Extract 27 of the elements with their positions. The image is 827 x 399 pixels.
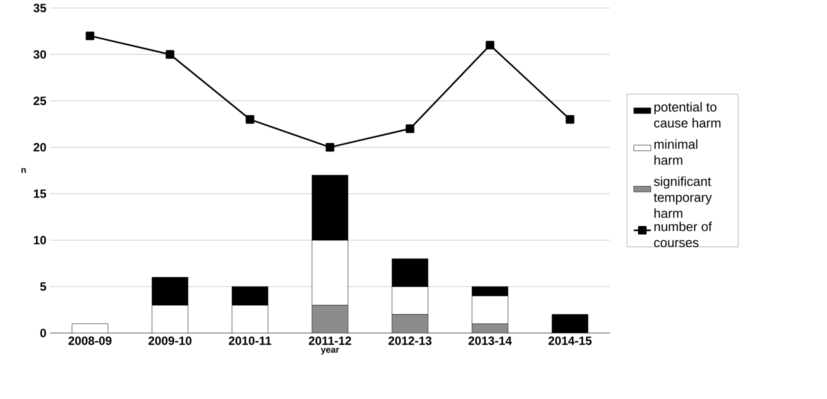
- y-tick-label: 10: [34, 236, 46, 244]
- point: [486, 40, 494, 50]
- y-tick-label: 15: [34, 190, 46, 198]
- x-tick-label: 2008-09: [68, 336, 112, 345]
- y-tick-label: 25: [34, 96, 46, 106]
- point: [406, 124, 414, 133]
- x-tick-label: 2009-10: [148, 336, 192, 345]
- point: [566, 115, 574, 124]
- y-tick-label: 35: [33, 4, 46, 12]
- point: [326, 142, 334, 152]
- x-tick-label: 2010-11: [228, 336, 272, 345]
- legend-label: number of courses: [654, 222, 712, 248]
- y-tick-label: 0: [40, 328, 46, 338]
- x-axis-title: year: [320, 348, 340, 355]
- point: [86, 32, 94, 40]
- legend-label: potential to cause harm: [654, 102, 720, 128]
- y-tick-label: 30: [33, 50, 46, 59]
- legend-label: minimal harm: [654, 139, 698, 165]
- x-tick-label: 2011-12: [308, 336, 352, 345]
- y-tick-label: 5: [40, 282, 46, 291]
- y-axis-title: n: [21, 168, 26, 173]
- point: [246, 115, 254, 124]
- x-tick-label: 2013-14: [468, 336, 512, 346]
- x-tick-label: 2014-15: [548, 336, 592, 345]
- point: [166, 50, 174, 59]
- x-tick-label: 2012-13: [388, 336, 432, 346]
- y-tick-label: 20: [34, 143, 46, 152]
